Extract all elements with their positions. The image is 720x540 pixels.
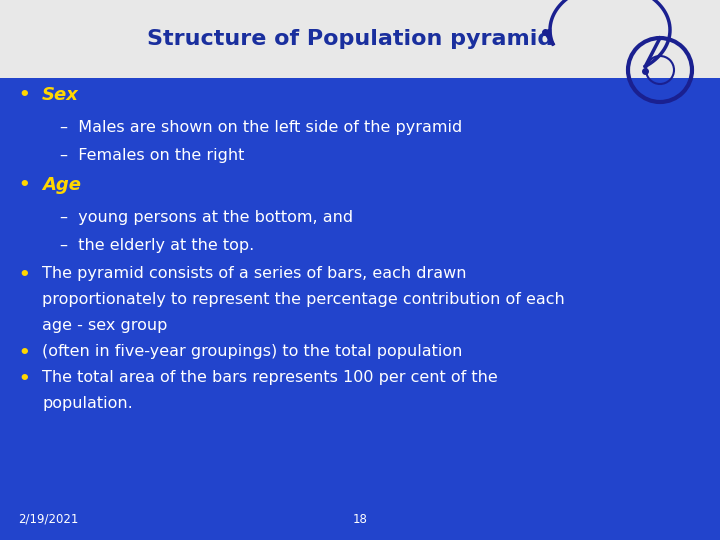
- Text: population.: population.: [42, 396, 132, 411]
- Text: Age: Age: [42, 176, 81, 194]
- Text: •: •: [18, 266, 30, 284]
- Text: 2/19/2021: 2/19/2021: [18, 513, 78, 526]
- Text: –  the elderly at the top.: – the elderly at the top.: [60, 238, 254, 253]
- Text: –  Females on the right: – Females on the right: [60, 148, 244, 163]
- Text: •: •: [18, 370, 30, 388]
- Text: –  young persons at the bottom, and: – young persons at the bottom, and: [60, 210, 353, 225]
- Text: –  Males are shown on the left side of the pyramid: – Males are shown on the left side of th…: [60, 120, 462, 136]
- Text: •: •: [18, 345, 30, 362]
- Text: The pyramid consists of a series of bars, each drawn: The pyramid consists of a series of bars…: [42, 266, 467, 281]
- Text: •: •: [18, 176, 30, 194]
- Text: The total area of the bars represents 100 per cent of the: The total area of the bars represents 10…: [42, 370, 498, 386]
- Text: (often in five-year groupings) to the total population: (often in five-year groupings) to the to…: [42, 345, 462, 359]
- Text: 18: 18: [353, 513, 367, 526]
- Bar: [0, 0, 720, 78]
- Text: proportionately to represent the percentage contribution of each: proportionately to represent the percent…: [42, 292, 564, 307]
- Text: •: •: [18, 86, 30, 104]
- Text: Sex: Sex: [42, 86, 79, 104]
- Text: Structure of Population pyramid: Structure of Population pyramid: [147, 29, 553, 49]
- Text: age - sex group: age - sex group: [42, 318, 167, 333]
